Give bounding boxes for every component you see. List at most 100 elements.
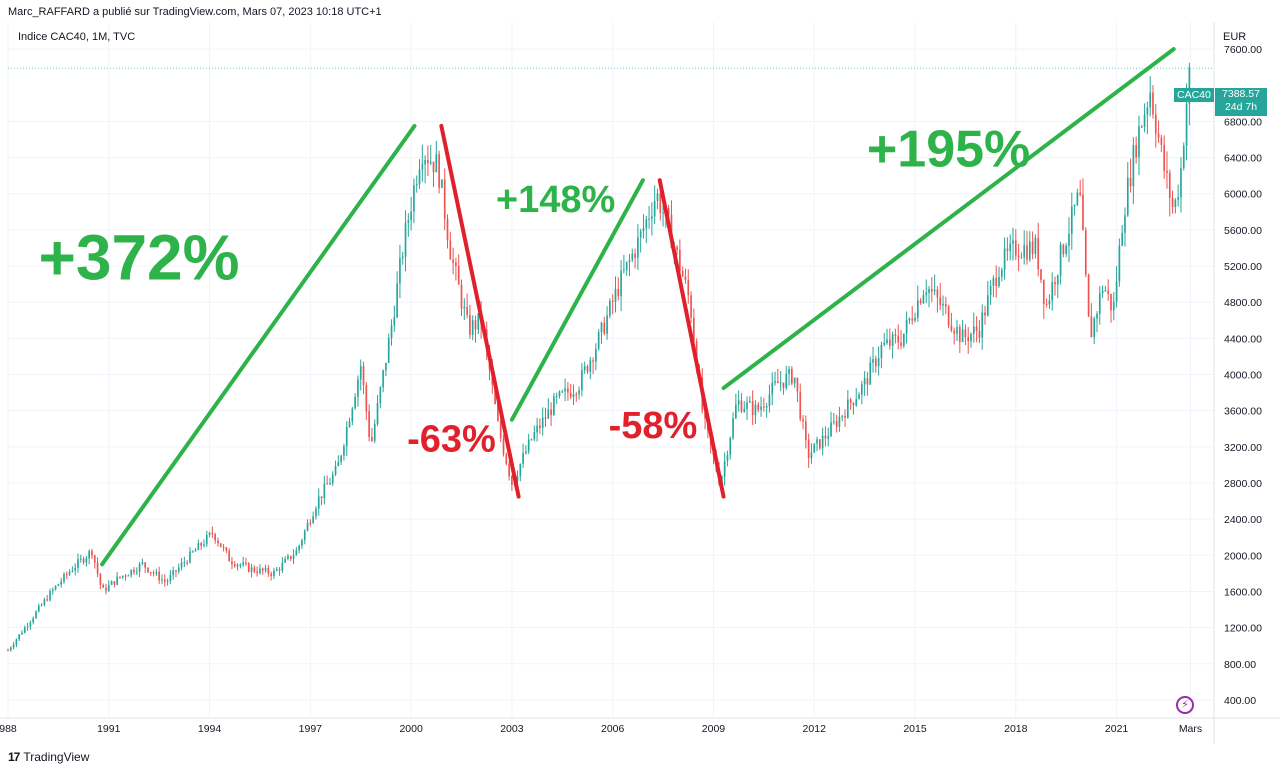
candle-body (323, 483, 326, 499)
candle-body (477, 313, 480, 330)
candle-body (63, 574, 65, 582)
candle-body (57, 584, 60, 586)
candle-body (88, 551, 91, 559)
candle-body (172, 570, 175, 576)
candle-body (334, 466, 337, 475)
candle-body (99, 573, 102, 585)
candle-body (956, 326, 958, 334)
candle-body (1115, 281, 1118, 302)
currency-label[interactable]: EUR (1223, 31, 1247, 43)
candle-body (1171, 197, 1174, 208)
candle-body (166, 581, 169, 583)
x-tick-label: 2015 (903, 723, 927, 735)
candle-body (763, 406, 765, 408)
candle-body (1096, 313, 1098, 319)
candle-body (385, 362, 387, 371)
candle-body (832, 421, 835, 423)
candle-body (138, 563, 141, 572)
candle-body (779, 382, 782, 384)
candle-body (522, 453, 524, 465)
candle-body (222, 546, 225, 548)
candle-body (855, 399, 858, 406)
candle-body (1126, 177, 1129, 216)
candle-body (757, 404, 760, 410)
candle-body (684, 276, 687, 281)
candle-body (191, 551, 194, 553)
candle-body (846, 399, 849, 418)
y-tick-label: 2800.00 (1224, 478, 1262, 490)
candle-body (180, 562, 183, 568)
candle-body (970, 333, 972, 342)
candle-body (743, 408, 746, 412)
candle-body (1040, 269, 1042, 280)
candle-body (93, 555, 96, 563)
candle-body (729, 437, 732, 455)
chart-area[interactable]: +372% -63% +148% -58% +195% 400.00 800.00 1200… (0, 22, 1280, 744)
candle-body (648, 218, 650, 220)
candle-body (525, 451, 527, 454)
candle-body (880, 344, 883, 358)
candle-body (1087, 274, 1090, 317)
candle-body (449, 240, 452, 260)
candle-body (74, 567, 77, 571)
lightning-icon[interactable]: ⚡ (1176, 696, 1194, 714)
candle-body (914, 317, 916, 321)
candle-body (505, 454, 508, 464)
candle-body (410, 211, 412, 221)
candle-body (642, 228, 645, 232)
candle-body (1031, 241, 1034, 254)
candle-body (295, 550, 298, 556)
candle-body (1084, 230, 1087, 275)
candle-body (807, 439, 810, 459)
candle-body (810, 452, 813, 459)
candle-body (723, 461, 726, 477)
candle-body (561, 391, 564, 393)
candle-body (46, 599, 49, 601)
candle-body (611, 300, 614, 302)
candle-body (273, 570, 275, 577)
candle-body (726, 454, 729, 462)
candle-body (401, 256, 404, 259)
candle-body (746, 402, 748, 409)
candle-body (1135, 145, 1138, 158)
trend-label: +195% (867, 121, 1030, 179)
chart-title[interactable]: Indice CAC40, 1M, TVC (18, 31, 136, 43)
candle-body (147, 567, 149, 573)
candle-body (550, 409, 552, 416)
candle-body (1185, 103, 1188, 146)
candle-body (189, 551, 191, 563)
candle-body (1042, 279, 1045, 304)
candle-body (989, 285, 992, 296)
candle-body (155, 571, 158, 574)
candle-body (161, 579, 163, 581)
candle-body (197, 543, 200, 550)
candle-body (250, 567, 253, 572)
x-tick-label: 988 (0, 723, 17, 735)
candle-body (396, 283, 398, 318)
candle-body (603, 322, 606, 334)
candle-body (368, 411, 370, 437)
candle-body (298, 545, 300, 551)
candle-body (337, 462, 340, 467)
candle-body (379, 387, 382, 404)
bar-countdown: 24d 7h (1224, 101, 1258, 113)
candle-body (1149, 92, 1152, 108)
y-tick-label: 6800.00 (1224, 116, 1262, 128)
candle-body (944, 303, 947, 307)
symbol-badge: CAC40 (1174, 88, 1214, 102)
candle-body (1160, 137, 1163, 145)
candle-body (511, 476, 513, 486)
candle-body (502, 438, 505, 455)
candle-body (628, 259, 631, 262)
cac40-chart[interactable]: +372% -63% +148% -58% +195% 400.00 800.00 1200… (0, 22, 1280, 744)
y-tick-label: 800.00 (1224, 659, 1256, 671)
candle-body (802, 419, 804, 422)
candle-body (68, 571, 71, 575)
trend-label: +372% (38, 222, 239, 294)
candle-body (267, 568, 270, 574)
candle-body (975, 326, 978, 331)
candle-body (236, 564, 239, 567)
candle-body (49, 590, 51, 601)
candle-body (387, 337, 390, 363)
candle-body (404, 222, 407, 257)
